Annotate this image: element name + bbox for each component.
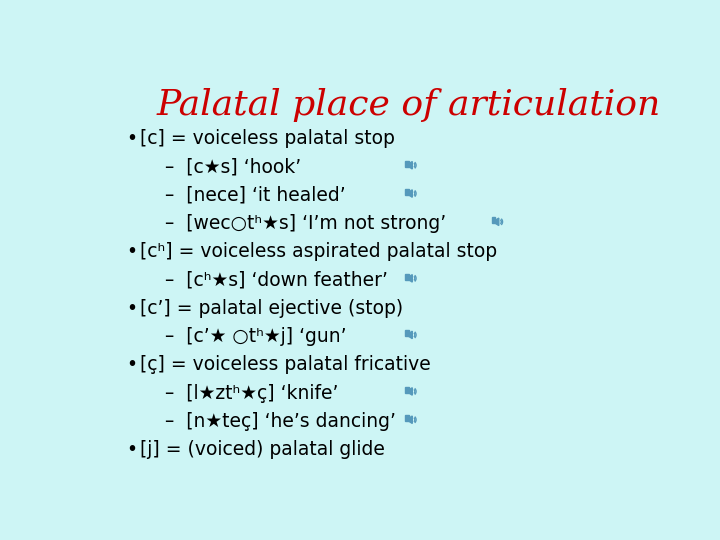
FancyBboxPatch shape <box>492 217 495 224</box>
Polygon shape <box>495 218 499 226</box>
Text: •: • <box>126 299 138 318</box>
Text: •: • <box>126 440 138 459</box>
Text: [cʰ] = voiceless aspirated palatal stop: [cʰ] = voiceless aspirated palatal stop <box>140 242 498 261</box>
Text: –  [n★teç] ‘he’s dancing’: – [n★teç] ‘he’s dancing’ <box>166 412 396 431</box>
Text: Palatal place of articulation: Palatal place of articulation <box>157 87 661 122</box>
FancyBboxPatch shape <box>405 189 409 195</box>
Text: –  [c★s] ‘hook’: – [c★s] ‘hook’ <box>166 158 302 177</box>
Polygon shape <box>409 331 413 339</box>
FancyBboxPatch shape <box>405 161 409 167</box>
Polygon shape <box>409 275 413 282</box>
Text: [ç] = voiceless palatal fricative: [ç] = voiceless palatal fricative <box>140 355 431 374</box>
Polygon shape <box>409 190 413 197</box>
Polygon shape <box>409 416 413 423</box>
Polygon shape <box>409 161 413 169</box>
Text: –  [c’★ ○tʰ★j] ‘gun’: – [c’★ ○tʰ★j] ‘gun’ <box>166 327 347 346</box>
Text: –  [wec○tʰ★s] ‘I’m not strong’: – [wec○tʰ★s] ‘I’m not strong’ <box>166 214 446 233</box>
Polygon shape <box>409 388 413 395</box>
Text: •: • <box>126 355 138 374</box>
FancyBboxPatch shape <box>405 415 409 421</box>
FancyBboxPatch shape <box>405 330 409 336</box>
Text: [j] = (voiced) palatal glide: [j] = (voiced) palatal glide <box>140 440 385 459</box>
Text: •: • <box>126 129 138 149</box>
Text: •: • <box>126 242 138 261</box>
FancyBboxPatch shape <box>405 387 409 393</box>
Text: –  [l★ztʰ★ç] ‘knife’: – [l★ztʰ★ç] ‘knife’ <box>166 384 338 403</box>
Text: [c] = voiceless palatal stop: [c] = voiceless palatal stop <box>140 129 395 149</box>
Text: –  [nece] ‘it healed’: – [nece] ‘it healed’ <box>166 186 346 205</box>
FancyBboxPatch shape <box>405 274 409 280</box>
Text: –  [cʰ★s] ‘down feather’: – [cʰ★s] ‘down feather’ <box>166 271 388 289</box>
Text: [c’] = palatal ejective (stop): [c’] = palatal ejective (stop) <box>140 299 403 318</box>
